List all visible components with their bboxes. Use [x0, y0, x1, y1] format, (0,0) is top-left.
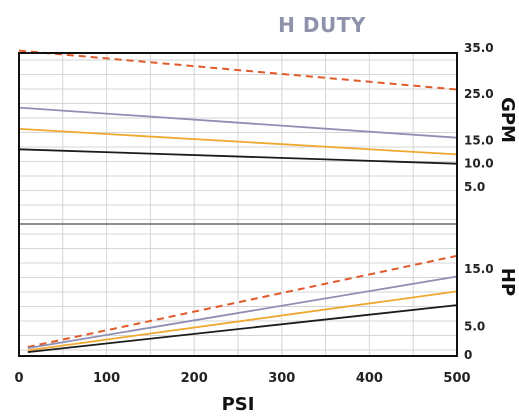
x-tick-label: 400 [356, 371, 383, 386]
x-axis-label: PSI [222, 394, 255, 415]
hp-series-3 [27, 304, 458, 353]
gpm-series-0 [18, 49, 458, 91]
gpm-tick-label: 15.0 [464, 134, 494, 148]
gpm-tick-label: 25.0 [464, 87, 494, 101]
plot-border [18, 52, 458, 357]
hp-series-2 [27, 290, 458, 352]
gpm-series-3 [18, 148, 458, 165]
x-tick-label: 200 [181, 371, 208, 386]
hp-tick-label: 5.0 [464, 319, 485, 333]
hp-series-1 [27, 275, 458, 349]
series-layer [18, 49, 458, 353]
gpm-series-2 [18, 128, 458, 156]
gpm-axis-label: GPM [497, 97, 518, 143]
x-tick-label: 300 [268, 371, 295, 386]
hp-series-0 [27, 254, 458, 348]
hp-tick-label: 15.0 [464, 262, 494, 276]
x-tick-label: 0 [14, 371, 23, 386]
gpm-series-1 [18, 106, 458, 139]
gpm-tick-label: 5.0 [464, 180, 485, 194]
x-tick-label: 500 [443, 371, 470, 386]
grid [18, 53, 458, 356]
chart-title: H DUTY [278, 13, 366, 37]
tick-labels: 0 100 200 300 400 500 35.0 25.0 15.0 10.0 5.0 15.0 5… [14, 41, 493, 386]
x-tick-label: 100 [93, 371, 120, 386]
plot-frame [18, 52, 458, 357]
hp-axis-label: HP [497, 268, 518, 296]
hp-tick-label: 0 [464, 348, 472, 362]
gpm-tick-label: 35.0 [464, 41, 494, 55]
gpm-tick-label: 10.0 [464, 157, 494, 171]
